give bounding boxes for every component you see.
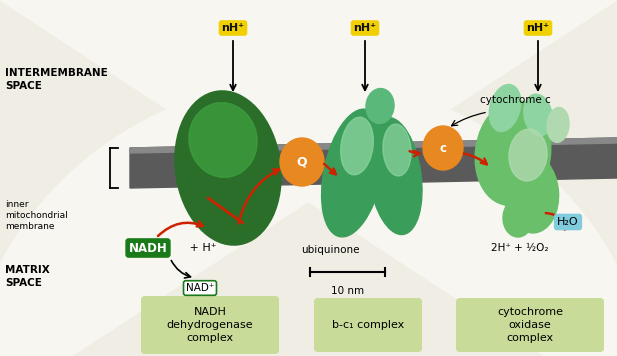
FancyBboxPatch shape	[314, 298, 422, 352]
FancyBboxPatch shape	[456, 298, 604, 352]
Ellipse shape	[423, 126, 463, 170]
Polygon shape	[130, 138, 617, 188]
Ellipse shape	[368, 117, 422, 235]
Text: MATRIX
SPACE: MATRIX SPACE	[5, 265, 50, 288]
Ellipse shape	[321, 109, 384, 237]
Text: 2H⁺ + ½O₂: 2H⁺ + ½O₂	[491, 243, 549, 253]
Ellipse shape	[366, 89, 394, 124]
Ellipse shape	[175, 91, 281, 245]
FancyBboxPatch shape	[141, 296, 279, 354]
Text: Q: Q	[297, 156, 307, 168]
Text: ubiquinone: ubiquinone	[300, 245, 359, 255]
Text: inner
mitochondrial
membrane: inner mitochondrial membrane	[5, 200, 68, 231]
Text: nH⁺: nH⁺	[526, 23, 550, 33]
Text: NADH: NADH	[128, 241, 167, 255]
Text: b-c₁ complex: b-c₁ complex	[332, 320, 404, 330]
Ellipse shape	[475, 101, 551, 205]
Text: H₂O: H₂O	[557, 217, 579, 227]
Ellipse shape	[503, 153, 558, 233]
Text: 10 nm: 10 nm	[331, 286, 364, 296]
Text: nH⁺: nH⁺	[354, 23, 376, 33]
Ellipse shape	[489, 84, 521, 131]
Ellipse shape	[524, 94, 552, 136]
Ellipse shape	[189, 103, 257, 177]
Ellipse shape	[341, 117, 373, 175]
Polygon shape	[130, 138, 617, 153]
Text: NADH
dehydrogenase
complex: NADH dehydrogenase complex	[167, 307, 254, 343]
Ellipse shape	[280, 138, 324, 186]
Text: cytochrome c: cytochrome c	[480, 95, 551, 105]
Ellipse shape	[503, 199, 533, 237]
Text: INTERMEMBRANE
SPACE: INTERMEMBRANE SPACE	[5, 68, 108, 91]
Text: + H⁺: + H⁺	[186, 243, 217, 253]
Ellipse shape	[509, 129, 547, 181]
Text: NAD⁺: NAD⁺	[186, 283, 214, 293]
Ellipse shape	[547, 108, 569, 142]
Text: nH⁺: nH⁺	[222, 23, 244, 33]
Text: cytochrome
oxidase
complex: cytochrome oxidase complex	[497, 307, 563, 343]
Ellipse shape	[383, 124, 411, 176]
Text: c: c	[439, 141, 447, 155]
